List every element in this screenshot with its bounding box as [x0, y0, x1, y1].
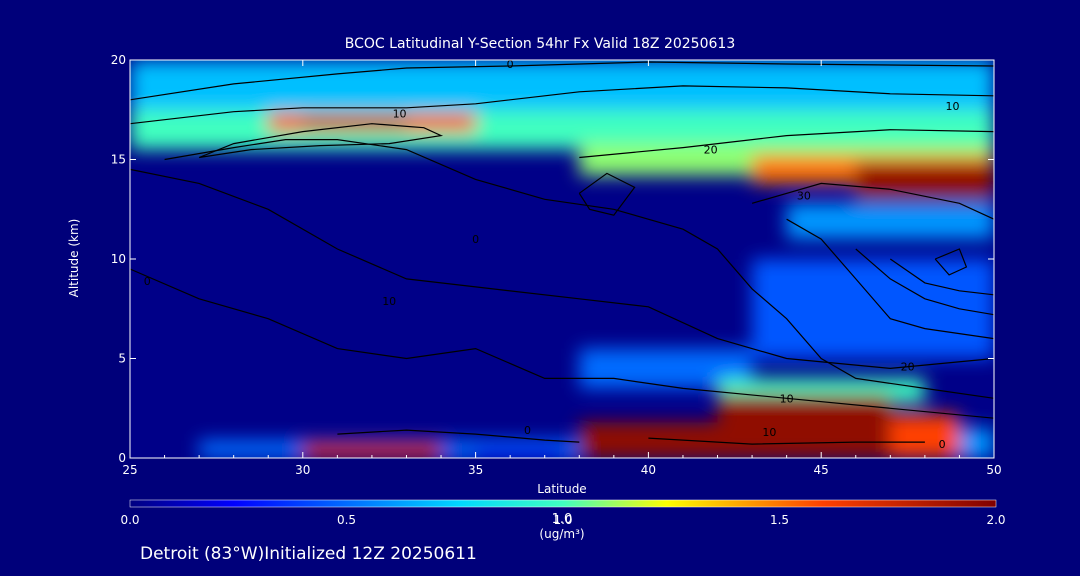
x-tick-label-2: 35 [468, 463, 483, 477]
contour-label-1: 10 [393, 108, 407, 121]
contour-line-10 [578, 172, 636, 216]
contour-line-5 [579, 129, 994, 159]
contour-label-7: 0 [144, 275, 151, 288]
colorbar-tick-label-0: 0.0 [120, 513, 139, 527]
y-tick-label-0: 0 [118, 451, 126, 465]
y-tick-label-4: 20 [111, 53, 126, 67]
contour-label-9: 10 [780, 392, 794, 405]
colorbar [129, 499, 997, 508]
colorbar-unit-value: 1.0 [551, 512, 573, 527]
contour-line-8 [855, 248, 994, 316]
x-tick-label-5: 50 [986, 463, 1001, 477]
x-tick-label-3: 40 [641, 463, 656, 477]
concentration-region-3 [302, 117, 407, 128]
contour-label-2: 10 [946, 100, 960, 113]
contour-label-6: 10 [382, 295, 396, 308]
contour-line-12 [198, 123, 444, 159]
y-tick-label-2: 10 [111, 252, 126, 266]
y-tick-label-3: 15 [111, 153, 126, 167]
x-axis-label: Latitude [537, 482, 587, 496]
concentration-region-13 [890, 414, 960, 458]
contour-label-8: 20 [901, 360, 915, 373]
colorbar-tick-label-1: 0.5 [337, 513, 356, 527]
contour-line-11 [934, 248, 968, 276]
x-tick-label-4: 45 [814, 463, 829, 477]
concentration-region-17 [475, 448, 562, 458]
contour-line-1 [130, 268, 994, 419]
footer-run-info: Detroit (83°W)Initialized 12Z 20250611 [140, 544, 477, 564]
concentration-region-7 [786, 203, 994, 240]
contour-label-3: 20 [704, 144, 718, 157]
contour-line-9 [889, 258, 994, 296]
contour-label-4: 30 [797, 189, 811, 202]
colorbar-unit-label: (ug/m³) [539, 527, 585, 541]
contour-label-11: 0 [524, 424, 531, 437]
contour-line-7 [786, 218, 994, 340]
chart-title: BCOC Latitudinal Y-Section 54hr Fx Valid… [344, 36, 736, 52]
y-tick-label-1: 5 [118, 352, 126, 366]
concentration-region-6 [855, 163, 994, 200]
contour-line-13 [337, 429, 580, 443]
contour-label-5: 0 [472, 233, 479, 246]
contour-line-14 [648, 437, 925, 445]
x-tick-label-1: 30 [295, 463, 310, 477]
x-tick-label-0: 25 [122, 463, 137, 477]
contour-line-0 [130, 168, 994, 370]
colorbar-tick-label-2: 1.0 [553, 513, 572, 527]
contour-label-10: 0 [939, 438, 946, 451]
contour-line-3 [130, 85, 994, 125]
colorbar-tick-label-3: 1.5 [770, 513, 789, 527]
concentration-region-8 [752, 259, 994, 359]
concentration-region-12 [717, 394, 891, 458]
contour-line-6 [751, 182, 994, 220]
contour-label-12: 10 [762, 426, 776, 439]
concentration-region-16 [302, 442, 442, 458]
colorbar-tick-label-4: 2.0 [986, 513, 1005, 527]
contour-line-2 [164, 139, 994, 399]
contour-line-4 [130, 61, 994, 101]
contour-label-0: 0 [507, 58, 514, 71]
concentration-region-14 [959, 428, 994, 458]
